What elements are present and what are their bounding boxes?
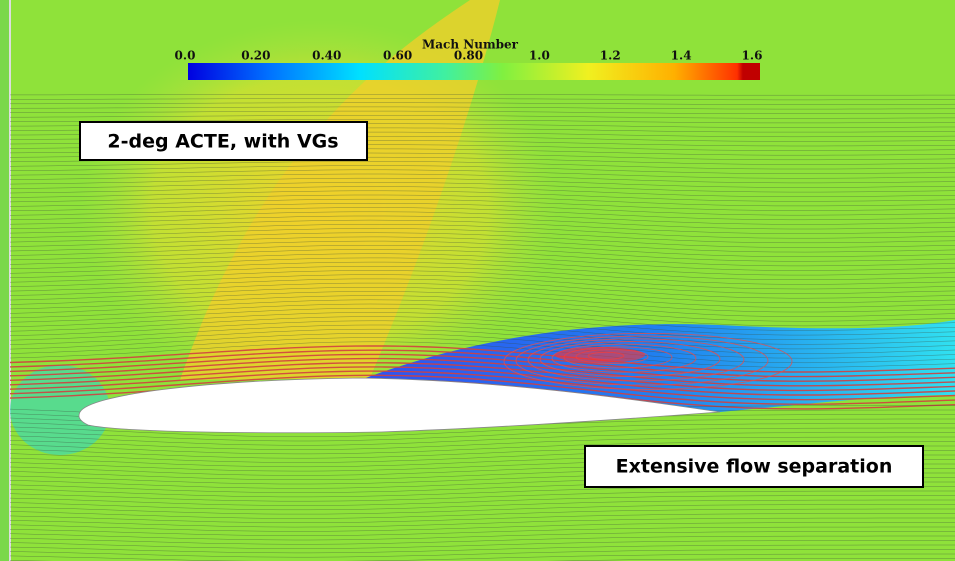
vortex-core [555, 347, 645, 363]
colorbar-label: 0.60 [383, 49, 412, 63]
annotation: 2-deg ACTE, with VGs [107, 131, 338, 153]
colorbar-label: 0.0 [175, 49, 196, 63]
colorbar-label: 1.0 [529, 49, 550, 63]
annotation: Extensive flow separation [616, 456, 893, 478]
colorbar-label: 0.40 [312, 49, 341, 63]
left-strip [0, 0, 10, 561]
flow-visualization: Mach Number 0.00.200.400.600.801.01.21.4… [0, 0, 955, 561]
colorbar-label: 0.20 [241, 49, 270, 63]
colorbar [188, 63, 760, 80]
colorbar-label: 1.4 [671, 49, 692, 63]
colorbar-label: 1.6 [742, 49, 763, 63]
page: Mach Number 0.00.200.400.600.801.01.21.4… [0, 0, 955, 561]
colorbar-label: 1.2 [600, 49, 621, 63]
colorbar-label: 0.80 [454, 49, 483, 63]
colorbar-labels: 0.0 0.20 0.40 0.60 0.80 1.0 1.2 1.4 1.6 [175, 49, 763, 63]
